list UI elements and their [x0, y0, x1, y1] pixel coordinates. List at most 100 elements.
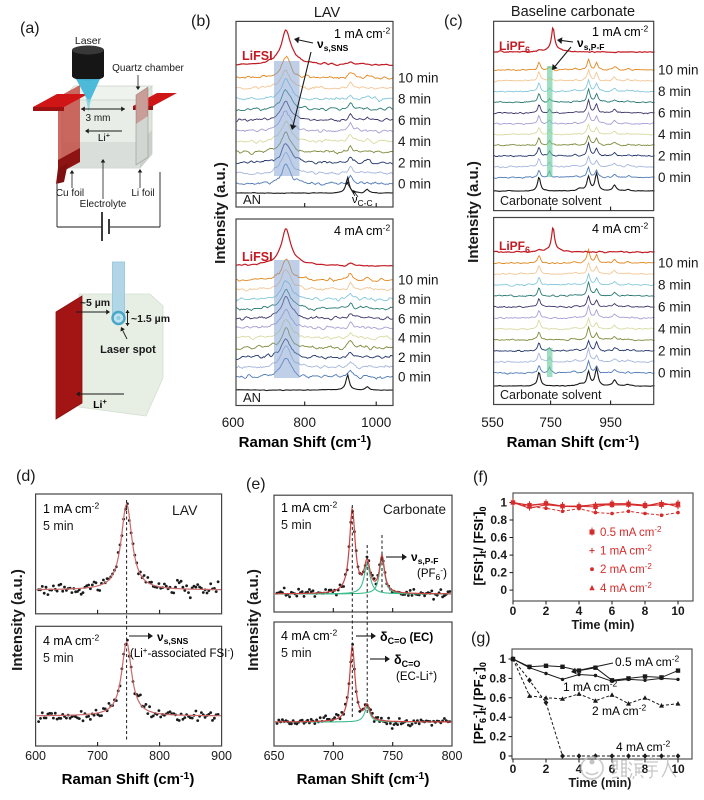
svg-text:Raman Shift (cm-1): Raman Shift (cm-1) — [239, 433, 372, 451]
svg-text:Electrolyte: Electrolyte — [80, 199, 127, 210]
svg-text:0: 0 — [500, 583, 507, 597]
svg-text:Intensity (a.u.): Intensity (a.u.) — [245, 569, 262, 671]
svg-text:8 min: 8 min — [398, 92, 431, 107]
svg-text:Cu foil: Cu foil — [56, 188, 84, 199]
svg-text:2 min: 2 min — [398, 155, 431, 170]
svg-text:νs,P-F: νs,P-F — [411, 550, 438, 566]
svg-text:1 mA cm-2: 1 mA cm-2 — [334, 26, 390, 42]
svg-text:(c): (c) — [444, 13, 463, 30]
svg-text:1 mA cm-2: 1 mA cm-2 — [592, 24, 648, 40]
svg-text:6 min: 6 min — [658, 106, 691, 121]
svg-text:2: 2 — [543, 604, 550, 618]
svg-text:6 min: 6 min — [398, 113, 431, 128]
svg-text:10 min: 10 min — [658, 63, 699, 78]
svg-text:750: 750 — [539, 415, 562, 430]
svg-text:Intensity (a.u.): Intensity (a.u.) — [465, 161, 482, 263]
svg-text:(a): (a) — [20, 20, 40, 37]
svg-text:800: 800 — [293, 415, 316, 430]
svg-text:νs,SNS: νs,SNS — [157, 630, 189, 646]
svg-text:0.5 mA cm-2: 0.5 mA cm-2 — [600, 525, 662, 539]
svg-text:0: 0 — [510, 762, 517, 776]
svg-text:Baseline carbonate: Baseline carbonate — [511, 4, 635, 20]
svg-text:~5 µm: ~5 µm — [80, 297, 110, 309]
svg-text:8 min: 8 min — [658, 84, 691, 99]
svg-text:650: 650 — [264, 749, 285, 763]
svg-text:750: 750 — [382, 749, 403, 763]
svg-text:1: 1 — [499, 652, 506, 666]
svg-text:[FSI-]t/ [FSI-]0: [FSI-]t/ [FSI-]0 — [471, 506, 488, 585]
svg-text:2: 2 — [543, 762, 550, 776]
svg-text:0.4: 0.4 — [490, 548, 507, 562]
svg-text:900: 900 — [211, 749, 232, 763]
svg-text:(f): (f) — [473, 469, 488, 486]
svg-text:10 min: 10 min — [398, 71, 439, 86]
svg-text:[PF6-]t/ [PF6-]0: [PF6-]t/ [PF6-]0 — [471, 662, 488, 744]
svg-text:AN: AN — [243, 192, 261, 207]
svg-text:2 mA cm-2: 2 mA cm-2 — [600, 562, 652, 576]
svg-text:LAV: LAV — [172, 502, 198, 518]
svg-text:Quartz chamber: Quartz chamber — [112, 63, 184, 74]
svg-text:8: 8 — [642, 762, 649, 776]
svg-text:700: 700 — [87, 749, 108, 763]
svg-text:(d): (d) — [16, 468, 36, 485]
svg-text:0.2: 0.2 — [489, 730, 506, 744]
svg-text:4: 4 — [576, 762, 583, 776]
svg-text:2 min: 2 min — [398, 350, 431, 365]
svg-text:δC=O: δC=O — [394, 653, 420, 669]
svg-text:2 min: 2 min — [658, 344, 691, 359]
svg-text:0 min: 0 min — [658, 366, 691, 381]
svg-text:Laser spot: Laser spot — [100, 344, 156, 356]
svg-text:600: 600 — [25, 749, 46, 763]
svg-text:1 mA cm-2: 1 mA cm-2 — [563, 679, 618, 695]
svg-text:~1.5 µm: ~1.5 µm — [131, 313, 170, 325]
svg-text:0 min: 0 min — [398, 370, 431, 385]
svg-text:νC-C: νC-C — [352, 194, 373, 208]
svg-text:(PF6-): (PF6-) — [417, 565, 447, 582]
svg-text:Time (min): Time (min) — [572, 618, 635, 632]
svg-text:Carbonate solvent: Carbonate solvent — [500, 388, 602, 402]
svg-text:(b): (b) — [191, 13, 211, 30]
svg-text:10 min: 10 min — [658, 256, 699, 271]
svg-text:LiPF6: LiPF6 — [499, 39, 530, 55]
svg-text:4 mA cm-2: 4 mA cm-2 — [281, 628, 337, 644]
svg-text:8: 8 — [642, 604, 649, 618]
svg-text:8 min: 8 min — [658, 278, 691, 293]
svg-text:800: 800 — [442, 749, 463, 763]
svg-text:8 min: 8 min — [398, 292, 431, 307]
svg-text:0.4: 0.4 — [489, 710, 506, 724]
svg-text:Raman Shift (cm-1): Raman Shift (cm-1) — [507, 433, 640, 451]
svg-text:0 min: 0 min — [658, 170, 691, 185]
svg-text:5 min: 5 min — [43, 651, 74, 665]
svg-text:4 min: 4 min — [398, 134, 431, 149]
svg-text:0.8: 0.8 — [489, 671, 506, 685]
svg-text:800: 800 — [149, 749, 170, 763]
svg-text:4 mA cm-2: 4 mA cm-2 — [334, 223, 390, 239]
svg-text:4 mA cm-2: 4 mA cm-2 — [43, 633, 99, 649]
svg-text:5 min: 5 min — [281, 646, 312, 660]
svg-text:4 mA cm-2: 4 mA cm-2 — [592, 221, 648, 237]
svg-text:6 min: 6 min — [398, 311, 431, 326]
svg-text:0.6: 0.6 — [490, 531, 507, 545]
svg-text:950: 950 — [599, 415, 622, 430]
svg-text:4 mA cm-2: 4 mA cm-2 — [600, 581, 652, 595]
svg-text:(Li+-associated FSI-): (Li+-associated FSI-) — [130, 646, 234, 660]
svg-text:(e): (e) — [246, 476, 266, 493]
svg-text:Intensity (a.u.): Intensity (a.u.) — [9, 569, 26, 671]
svg-text:δC=O (EC): δC=O (EC) — [380, 630, 433, 646]
svg-text:AN: AN — [243, 390, 261, 405]
svg-text:Raman Shift (cm-1): Raman Shift (cm-1) — [297, 770, 430, 788]
svg-text:1: 1 — [500, 496, 507, 510]
svg-text:LiFSI: LiFSI — [242, 250, 273, 264]
svg-text:6 min: 6 min — [658, 300, 691, 315]
svg-text:Carbonate: Carbonate — [383, 502, 446, 517]
svg-text:0 min: 0 min — [398, 177, 431, 192]
svg-text:0: 0 — [499, 749, 506, 763]
svg-text:6: 6 — [609, 604, 616, 618]
svg-text:1000: 1000 — [361, 415, 391, 430]
svg-text:(g): (g) — [471, 630, 491, 647]
svg-text:4 mA cm-2: 4 mA cm-2 — [616, 739, 671, 755]
svg-text:LiFSI: LiFSI — [242, 49, 273, 63]
svg-text:Li foil: Li foil — [131, 188, 154, 199]
svg-text:4 min: 4 min — [658, 322, 691, 337]
svg-text:1 mA cm-2: 1 mA cm-2 — [43, 501, 99, 517]
